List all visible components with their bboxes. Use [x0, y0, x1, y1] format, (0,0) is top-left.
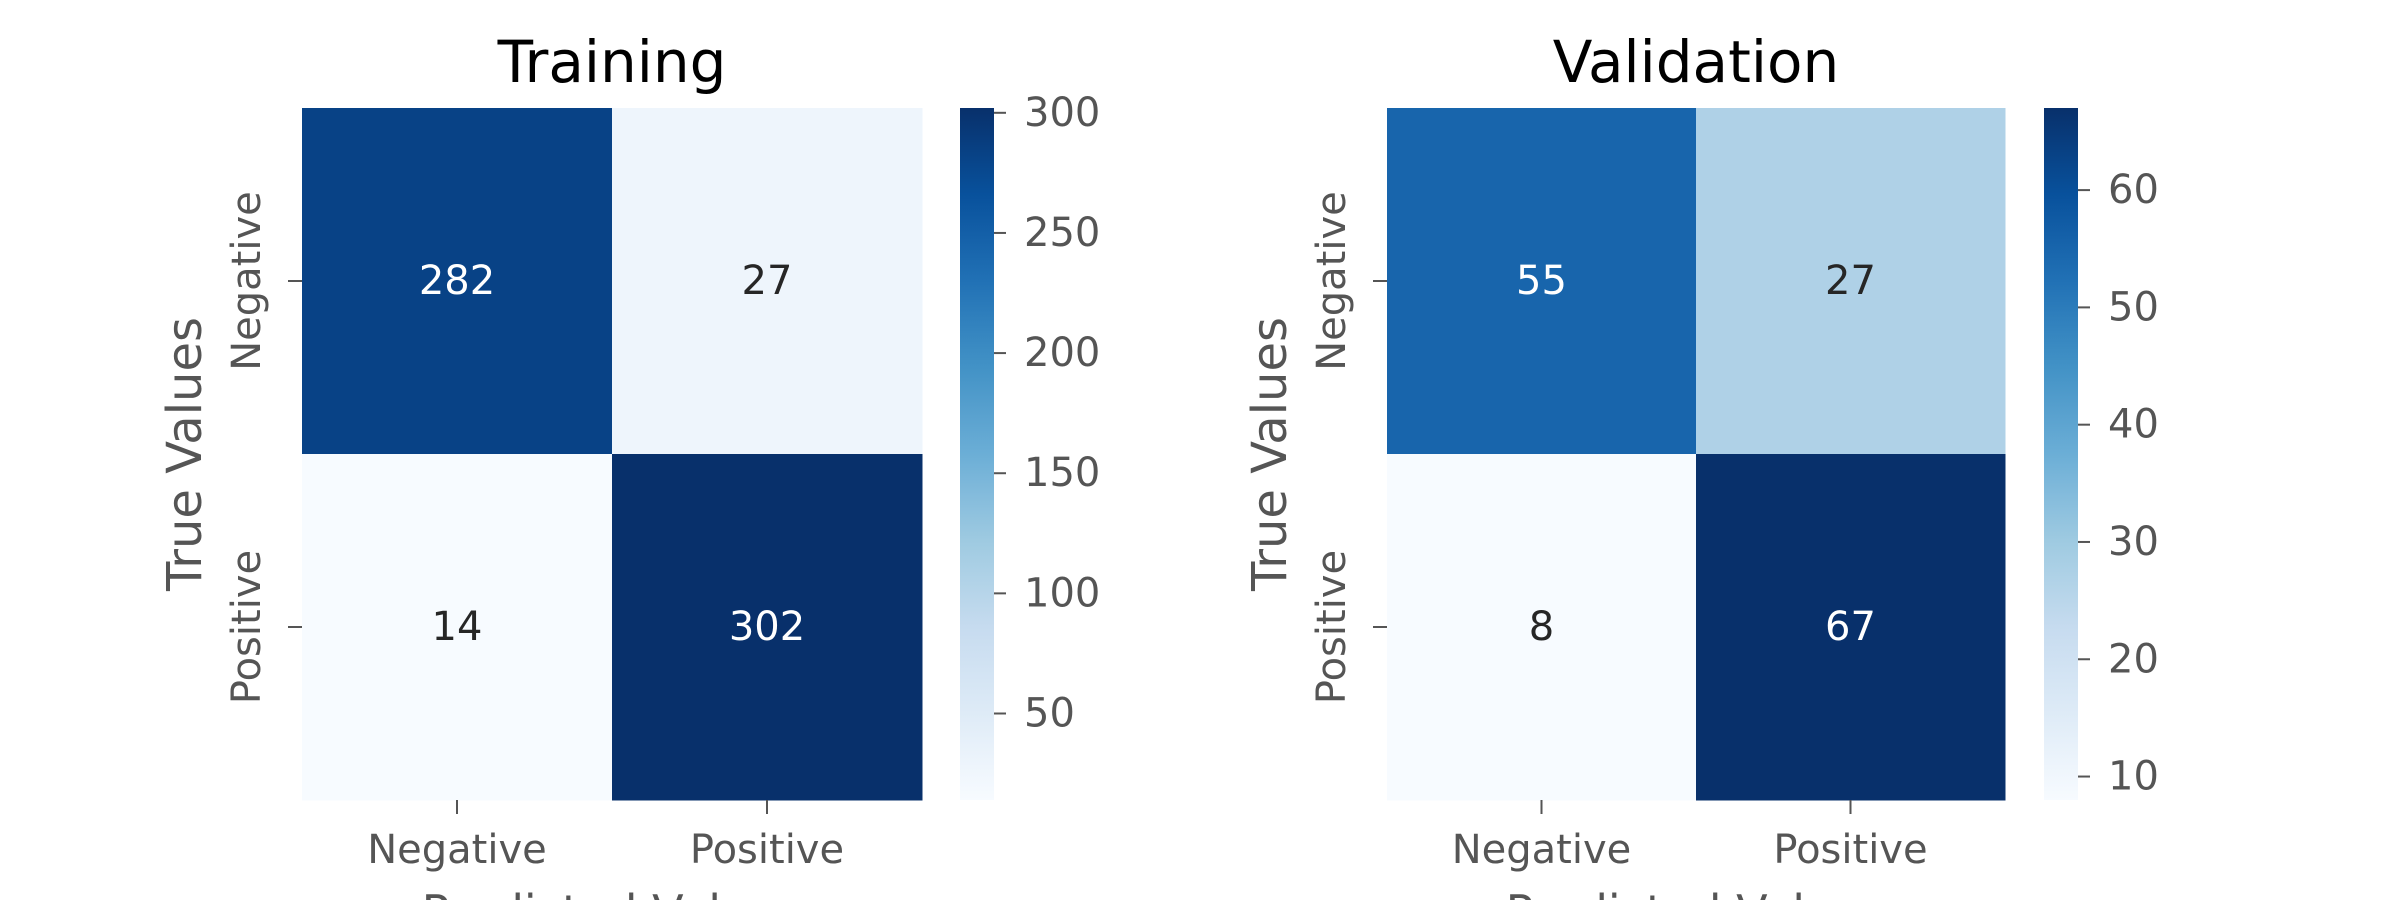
training-colorbar-tick-label: 50	[1024, 691, 1075, 737]
validation-heatmap-cell	[1387, 454, 1697, 801]
validation-colorbar	[2044, 108, 2078, 800]
validation-x-axis-label: Predicted Values	[1506, 885, 1887, 900]
validation-colorbar-tick-label: 40	[2108, 402, 2159, 448]
training-chart-title: Training	[497, 28, 727, 96]
training-heatmap-cell	[302, 108, 613, 455]
validation-chart-title: Validation	[1553, 28, 1839, 96]
validation-colorbar-tick-label: 30	[2108, 519, 2159, 565]
validation-x-tick-label: Positive	[1773, 827, 1927, 873]
validation-y-axis-label: True Values	[1242, 317, 1298, 592]
training-y-tick-label: Negative	[224, 191, 270, 371]
training-x-axis-label: Predicted Values	[422, 885, 803, 900]
validation-heatmap-cell	[1696, 108, 2006, 455]
validation-cell-value-label: 55	[1516, 258, 1567, 304]
validation-y-tick-label: Positive	[1309, 550, 1355, 704]
validation-colorbar-tick-label: 50	[2108, 284, 2159, 330]
validation-colorbar-tick-label: 10	[2108, 754, 2159, 800]
training-y-axis-label: True Values	[157, 317, 213, 592]
training-x-tick-label: Negative	[367, 827, 547, 873]
validation-heatmap-cell	[1387, 108, 1697, 455]
training-heatmap-panel: Training 282 27 14 302 Negative Positive Predic…	[157, 28, 1100, 900]
validation-colorbar-tick-label: 20	[2108, 636, 2159, 682]
training-heatmap-cell	[612, 454, 923, 801]
validation-cell-value-label: 67	[1825, 604, 1876, 650]
validation-heatmap-panel: Validation 55 27 8 67 Negative Positive Predict…	[1242, 28, 2159, 900]
validation-cell-value-label: 27	[1825, 258, 1876, 304]
validation-heatmap-cell	[1696, 454, 2006, 801]
training-colorbar	[960, 108, 994, 800]
training-cell-value-label: 282	[419, 258, 495, 304]
validation-cell-value-label: 8	[1529, 604, 1554, 650]
training-colorbar-tick-label: 300	[1024, 90, 1100, 136]
training-colorbar-tick-label: 250	[1024, 210, 1100, 256]
validation-colorbar-tick-label: 60	[2108, 167, 2159, 213]
training-cell-value-label: 27	[742, 258, 793, 304]
validation-x-tick-label: Negative	[1452, 827, 1632, 873]
training-colorbar-tick-label: 150	[1024, 450, 1100, 496]
training-colorbar-tick-label: 200	[1024, 330, 1100, 376]
training-y-tick-label: Positive	[224, 550, 270, 704]
training-cell-value-label: 14	[432, 604, 483, 650]
validation-y-tick-label: Negative	[1309, 191, 1355, 371]
training-colorbar-tick-label: 100	[1024, 570, 1100, 616]
training-x-tick-label: Positive	[690, 827, 844, 873]
training-heatmap-cell	[612, 108, 923, 455]
training-cell-value-label: 302	[729, 604, 805, 650]
training-heatmap-cell	[302, 454, 613, 801]
